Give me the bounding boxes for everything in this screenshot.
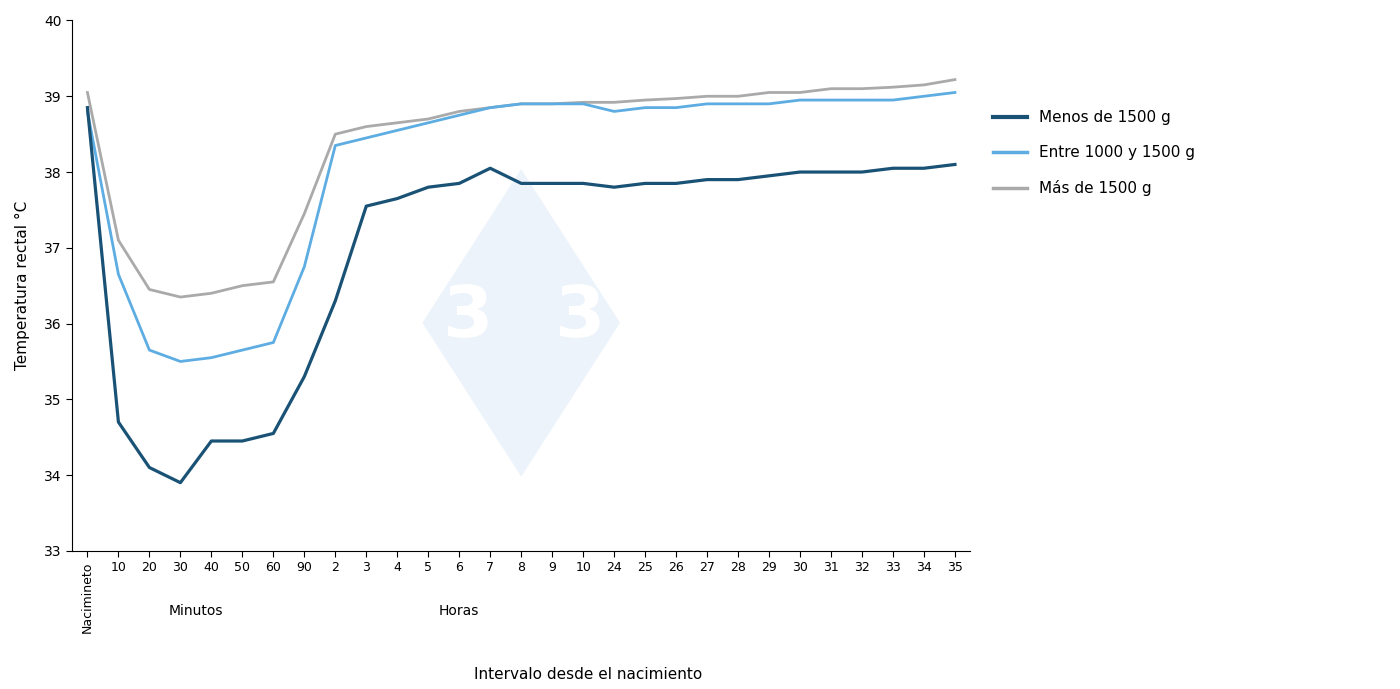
Polygon shape (423, 169, 620, 477)
Y-axis label: Temperatura rectal °C: Temperatura rectal °C (15, 201, 29, 370)
Legend: Menos de 1500 g, Entre 1000 y 1500 g, Más de 1500 g: Menos de 1500 g, Entre 1000 y 1500 g, Má… (987, 104, 1201, 202)
Text: Intervalo desde el nacimiento: Intervalo desde el nacimiento (473, 667, 703, 682)
Text: 3: 3 (554, 283, 605, 352)
Text: 3: 3 (442, 283, 493, 352)
Text: Minutos: Minutos (168, 604, 223, 618)
Text: Horas: Horas (440, 604, 479, 618)
